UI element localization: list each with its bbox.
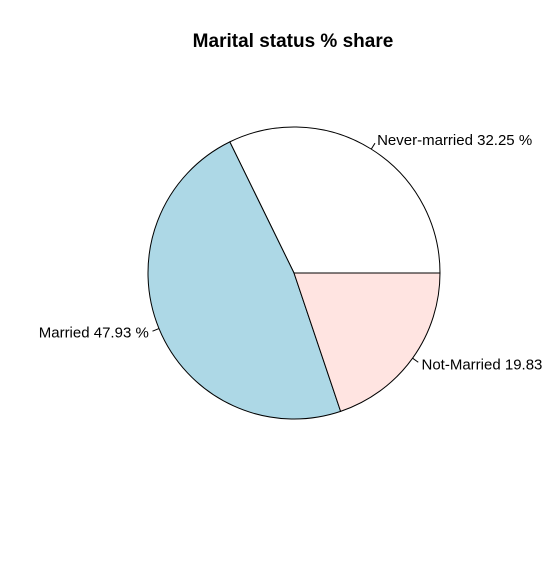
pie-slice-2 <box>293 272 441 412</box>
pie-slice-label-2: Not-Married 19.83 <box>422 357 543 374</box>
pie-slice-label-0: Never-married 32.25 % <box>377 132 532 149</box>
chart-title: Marital status % share <box>193 31 394 52</box>
pie-leader-line-0 <box>370 142 376 150</box>
pie-slice-label-1: Married 47.93 % <box>39 325 149 342</box>
pie-leader-line-1 <box>152 328 160 332</box>
pie-slices <box>147 126 441 420</box>
pie-labels: Never-married 32.25 % Married 47.93 % Not-… <box>39 132 543 374</box>
pie-leader-line-2 <box>412 357 419 363</box>
